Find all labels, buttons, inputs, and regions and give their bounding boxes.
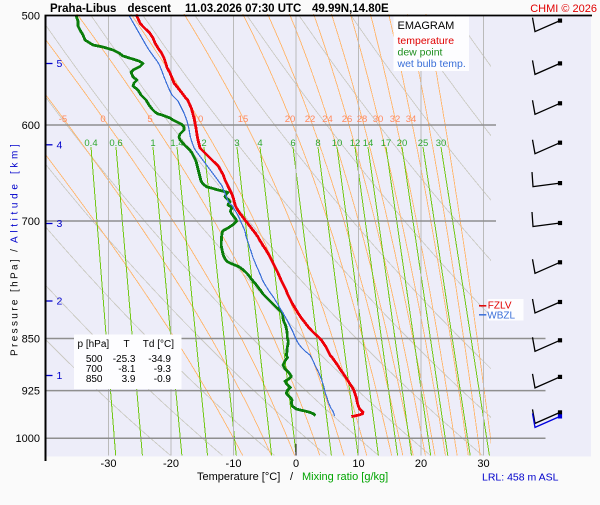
svg-text:-25.3: -25.3 [113, 354, 136, 365]
svg-text:500: 500 [22, 10, 40, 22]
svg-text:26: 26 [342, 114, 353, 125]
svg-text:2: 2 [57, 296, 63, 308]
svg-text:Pressure [hPa] /: Pressure [hPa] / [10, 247, 21, 356]
svg-text:-8.1: -8.1 [118, 364, 136, 375]
svg-text:850: 850 [86, 374, 103, 385]
svg-text:30: 30 [436, 138, 447, 149]
svg-text:850: 850 [22, 333, 40, 345]
svg-text:20: 20 [415, 458, 427, 470]
svg-text:dew point: dew point [398, 47, 443, 59]
svg-text:/: / [290, 471, 294, 483]
svg-text:-5: -5 [59, 114, 67, 125]
svg-text:28: 28 [357, 114, 368, 125]
svg-text:Temperature [°C]: Temperature [°C] [197, 471, 280, 483]
svg-text:-0.9: -0.9 [154, 374, 172, 385]
svg-text:3.9: 3.9 [122, 374, 136, 385]
svg-text:LRL: 458 m ASL: LRL: 458 m ASL [482, 472, 559, 484]
svg-text:temperature: temperature [398, 35, 455, 47]
svg-text:Td [°C]: Td [°C] [143, 339, 174, 350]
svg-text:3: 3 [57, 218, 63, 230]
svg-text:6: 6 [290, 138, 295, 149]
svg-text:925: 925 [22, 385, 40, 397]
svg-text:10: 10 [332, 138, 343, 149]
svg-text:49.99N,14.80E: 49.99N,14.80E [312, 3, 389, 15]
svg-text:p [hPa]: p [hPa] [78, 339, 110, 350]
svg-text:3: 3 [234, 138, 239, 149]
svg-text:700: 700 [22, 216, 40, 228]
svg-text:EMAGRAM: EMAGRAM [398, 20, 455, 32]
svg-text:12: 12 [350, 138, 361, 149]
svg-text:24: 24 [322, 114, 333, 125]
svg-text:descent: descent [128, 3, 172, 15]
svg-text:20: 20 [285, 114, 296, 125]
svg-text:0: 0 [100, 114, 105, 125]
svg-text:22: 22 [305, 114, 316, 125]
svg-text:Altitude [km]: Altitude [km] [10, 141, 21, 243]
svg-text:1: 1 [57, 370, 63, 382]
svg-text:-30: -30 [101, 458, 117, 470]
svg-text:15: 15 [238, 114, 249, 125]
svg-text:30: 30 [477, 458, 489, 470]
svg-text:0.4: 0.4 [84, 138, 97, 149]
svg-text:10: 10 [352, 458, 364, 470]
svg-text:17: 17 [381, 138, 392, 149]
svg-text:30: 30 [373, 114, 384, 125]
svg-text:1000: 1000 [16, 433, 40, 445]
svg-text:1.4: 1.4 [170, 138, 183, 149]
svg-text:14: 14 [363, 138, 374, 149]
svg-text:2: 2 [201, 138, 206, 149]
svg-text:FZLV: FZLV [488, 301, 512, 312]
svg-text:34: 34 [406, 114, 417, 125]
svg-text:WBZL: WBZL [487, 310, 515, 321]
svg-text:5: 5 [147, 114, 152, 125]
svg-text:4: 4 [257, 138, 262, 149]
svg-text:Mixing ratio [g/kg]: Mixing ratio [g/kg] [302, 471, 388, 483]
svg-text:T: T [123, 339, 129, 350]
svg-text:10: 10 [193, 114, 204, 125]
svg-text:600: 600 [22, 120, 40, 132]
svg-text:25: 25 [418, 138, 429, 149]
svg-text:-9.3: -9.3 [154, 364, 172, 375]
svg-text:0.6: 0.6 [109, 138, 122, 149]
svg-text:-34.9: -34.9 [148, 354, 171, 365]
svg-text:5: 5 [57, 58, 63, 70]
svg-text:-20: -20 [163, 458, 179, 470]
svg-text:CHMI © 2026: CHMI © 2026 [530, 3, 597, 15]
svg-text:700: 700 [86, 364, 103, 375]
svg-text:wet bulb temp.: wet bulb temp. [397, 58, 466, 70]
svg-text:1: 1 [150, 138, 155, 149]
svg-text:Praha-Libus: Praha-Libus [50, 3, 116, 15]
svg-text:8: 8 [315, 138, 320, 149]
svg-text:-10: -10 [226, 458, 242, 470]
svg-text:0: 0 [293, 458, 299, 470]
svg-text:11.03.2026 07:30 UTC: 11.03.2026 07:30 UTC [185, 3, 301, 15]
svg-text:4: 4 [57, 140, 63, 152]
svg-text:32: 32 [390, 114, 401, 125]
svg-text:500: 500 [86, 354, 103, 365]
svg-text:20: 20 [397, 138, 408, 149]
